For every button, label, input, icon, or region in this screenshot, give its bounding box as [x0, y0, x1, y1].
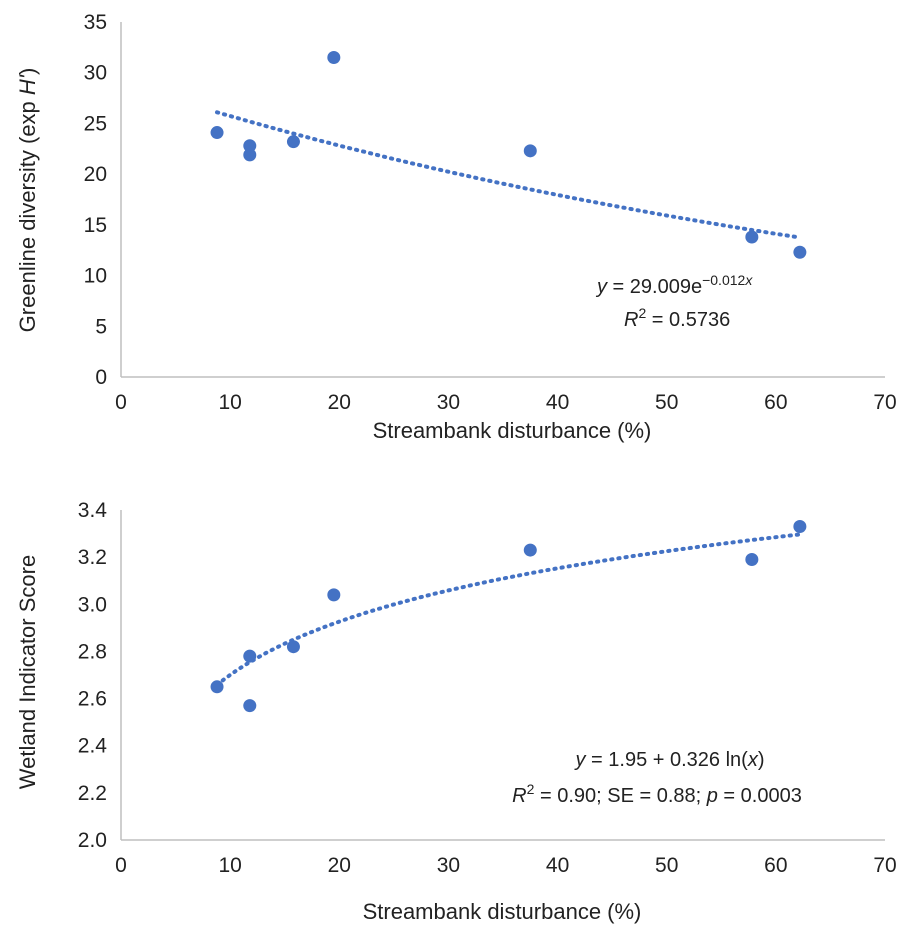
y-tick-label: 2.0 — [78, 829, 107, 852]
chart-greenline-diversity: 0 5 10 15 20 25 30 35 0 10 20 30 40 50 60 70 Streamban… — [15, 11, 897, 443]
y-tick-label: 30 — [84, 62, 107, 85]
trendline — [215, 532, 802, 687]
y-tick-label: 0 — [95, 366, 107, 389]
eq-y-var: y — [573, 749, 586, 771]
eq-mid: = 1.95 + 0.326 ln( — [585, 749, 748, 771]
y-tick-label: 20 — [84, 163, 107, 186]
r2-sup: 2 — [638, 305, 646, 321]
y-tick-label: 10 — [84, 265, 107, 288]
data-point — [523, 144, 537, 158]
data-point — [327, 51, 341, 64]
x-tick-label: 60 — [764, 391, 787, 414]
data-point — [243, 139, 257, 153]
y-tick-labels: 2.0 2.2 2.4 2.6 2.8 3.0 3.2 3.4 — [78, 499, 108, 852]
data-point — [286, 640, 300, 654]
trend-r-squared: R2 = 0.5736 — [624, 305, 730, 331]
p-value: = 0.0003 — [718, 785, 802, 807]
eq-exponent-var: x — [744, 272, 753, 288]
y-tick-label: 15 — [84, 214, 107, 237]
trendline-group — [215, 110, 802, 240]
x-axis-title: Streambank disturbance (%) — [373, 418, 652, 443]
y-tick-label: 35 — [84, 11, 107, 34]
y-tick-label: 2.2 — [78, 782, 107, 805]
eq-y-var: y — [595, 276, 608, 298]
trendline — [215, 110, 802, 240]
y-axis-title-italic: H' — [15, 74, 40, 95]
x-tick-label: 70 — [873, 391, 896, 414]
x-tick-label: 40 — [546, 391, 569, 414]
r2-label: R — [624, 309, 638, 331]
data-point — [243, 699, 257, 713]
data-point — [286, 135, 300, 149]
eq-end: ) — [758, 749, 765, 771]
data-point — [243, 649, 257, 663]
data-point — [745, 230, 759, 244]
data-points — [210, 51, 807, 259]
y-axis-title: Wetland Indicator Score — [15, 555, 40, 789]
trend-stats: R2 = 0.90; SE = 0.88; p = 0.0003 — [512, 781, 802, 807]
data-points — [210, 520, 807, 713]
x-tick-labels: 0 10 20 30 40 50 60 70 — [115, 854, 897, 877]
x-tick-label: 60 — [764, 854, 787, 877]
x-tick-label: 70 — [873, 854, 896, 877]
eq-main: = 29.009e — [607, 276, 702, 298]
y-tick-label: 2.6 — [78, 688, 107, 711]
y-tick-labels: 0 5 10 15 20 25 30 35 — [84, 11, 107, 389]
x-tick-label: 10 — [218, 391, 241, 414]
y-tick-label: 5 — [95, 315, 107, 338]
eq-exponent: −0.012 — [702, 272, 745, 288]
y-tick-label: 3.2 — [78, 546, 107, 569]
y-tick-label: 2.8 — [78, 640, 107, 663]
y-tick-label: 25 — [84, 112, 107, 135]
x-tick-labels: 0 10 20 30 40 50 60 70 — [115, 391, 897, 414]
data-point — [793, 245, 807, 259]
x-tick-label: 10 — [218, 854, 241, 877]
x-tick-label: 20 — [328, 391, 351, 414]
data-point — [793, 520, 807, 533]
r2-sup: 2 — [527, 781, 535, 797]
trendline-group — [215, 532, 802, 687]
p-label: p — [706, 785, 718, 807]
x-tick-label: 50 — [655, 854, 678, 877]
x-tick-label: 0 — [115, 391, 127, 414]
y-axis-title-main: Greenline diversity (exp — [15, 95, 40, 332]
x-tick-label: 50 — [655, 391, 678, 414]
r2-value: = 0.5736 — [646, 309, 730, 331]
x-tick-label: 40 — [546, 854, 569, 877]
data-point — [243, 148, 257, 162]
y-axis-title: Greenline diversity (exp H') — [15, 68, 40, 333]
data-point — [745, 553, 759, 566]
y-tick-label: 2.4 — [78, 735, 108, 758]
eq-x-var: x — [747, 749, 759, 771]
trend-equation: y = 29.009e−0.012x — [595, 272, 753, 298]
r2-label: R — [512, 785, 526, 807]
data-point — [523, 543, 537, 557]
y-tick-label: 3.4 — [78, 499, 108, 522]
x-tick-label: 0 — [115, 854, 127, 877]
x-tick-label: 30 — [437, 391, 460, 414]
x-tick-label: 20 — [328, 854, 351, 877]
x-axis-title: Streambank disturbance (%) — [363, 899, 642, 924]
stats-mid: = 0.90; SE = 0.88; — [534, 785, 706, 807]
data-point — [210, 126, 224, 140]
y-axis-title-end: ) — [15, 68, 40, 75]
x-tick-label: 30 — [437, 854, 460, 877]
chart-wetland-indicator: 2.0 2.2 2.4 2.6 2.8 3.0 3.2 3.4 0 10 20 30 40 50 60 70… — [15, 499, 897, 924]
trend-equation: y = 1.95 + 0.326 ln(x) — [573, 749, 764, 771]
data-point — [210, 680, 224, 694]
data-point — [327, 588, 341, 602]
y-tick-label: 3.0 — [78, 593, 107, 616]
